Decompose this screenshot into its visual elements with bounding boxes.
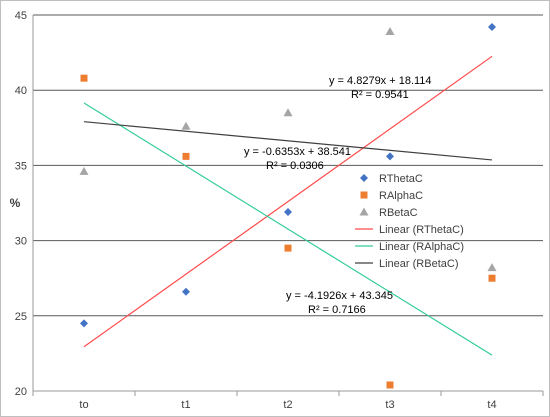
legend-marker-RAlphaC xyxy=(360,191,368,199)
point-RAlphaC-t2 xyxy=(284,244,292,252)
point-RAlphaC-t1 xyxy=(182,152,190,160)
trendline-equation: y = -0.6353x + 38.541 xyxy=(244,146,351,158)
legend-label: RBetaC xyxy=(379,207,418,219)
point-RAlphaC-t3 xyxy=(386,381,394,389)
legend-label: Linear (RAlphaC) xyxy=(379,241,464,253)
trendline-r2: R² = 0.7166 xyxy=(308,304,366,316)
legend-label: Linear (RThetaC) xyxy=(379,224,464,236)
trendline-0 xyxy=(83,55,493,348)
trendline-2 xyxy=(83,121,493,161)
trendline-equation: y = -4.1926x + 43.345 xyxy=(286,290,393,302)
x-tick-label: t3 xyxy=(385,399,394,411)
y-tick-label: 30 xyxy=(15,236,27,248)
point-RBetaC-t3 xyxy=(385,27,395,36)
point-RThetaC-t4 xyxy=(488,23,496,32)
legend: RThetaC RAlphaC RBetaC Linear (RThetaC) Line… xyxy=(355,173,464,270)
y-tick-labels: 20 25 30 35 40 45 xyxy=(15,10,27,398)
data-points xyxy=(79,23,497,389)
point-RThetaC-to xyxy=(80,319,88,328)
x-tick-labels: to t1 t2 t3 t4 xyxy=(79,399,496,411)
trendline-r2: R² = 0.0306 xyxy=(266,160,324,172)
point-RThetaC-t3 xyxy=(386,152,394,161)
trendline-r2: R² = 0.9541 xyxy=(351,89,409,101)
grid-lines xyxy=(32,14,544,396)
point-RBetaC-t1 xyxy=(181,121,191,130)
x-tick-label: t2 xyxy=(283,399,292,411)
x-tick-label: t4 xyxy=(487,399,496,411)
point-RThetaC-t1 xyxy=(182,287,190,296)
legend-marker-RThetaC xyxy=(360,174,368,182)
point-RBetaC-t4 xyxy=(487,263,497,272)
legend-label: RAlphaC xyxy=(379,190,423,202)
point-RAlphaC-t4 xyxy=(488,274,496,282)
legend-label: Linear (RBetaC) xyxy=(379,258,458,270)
legend-label: RThetaC xyxy=(379,173,423,185)
trendline-equations: y = 4.8279x + 18.114 R² = 0.9541 y = -4.19… xyxy=(244,75,432,316)
y-tick-label: 40 xyxy=(15,85,27,97)
legend-marker-RBetaC xyxy=(359,207,369,216)
point-RAlphaC-to xyxy=(80,74,88,82)
x-tick-label: to xyxy=(79,399,88,411)
y-axis-label: % xyxy=(10,196,21,210)
y-tick-label: 20 xyxy=(15,386,27,398)
x-tick-label: t1 xyxy=(181,399,190,411)
point-RBetaC-t2 xyxy=(283,108,293,117)
y-tick-label: 25 xyxy=(15,311,27,323)
y-tick-label: 45 xyxy=(15,10,27,22)
point-RThetaC-t2 xyxy=(284,208,292,217)
point-RBetaC-to xyxy=(79,166,89,175)
trendlines xyxy=(83,55,493,356)
trendline-equation: y = 4.8279x + 18.114 xyxy=(329,75,432,87)
trendline-1 xyxy=(83,102,493,356)
y-tick-label: 35 xyxy=(15,160,27,172)
